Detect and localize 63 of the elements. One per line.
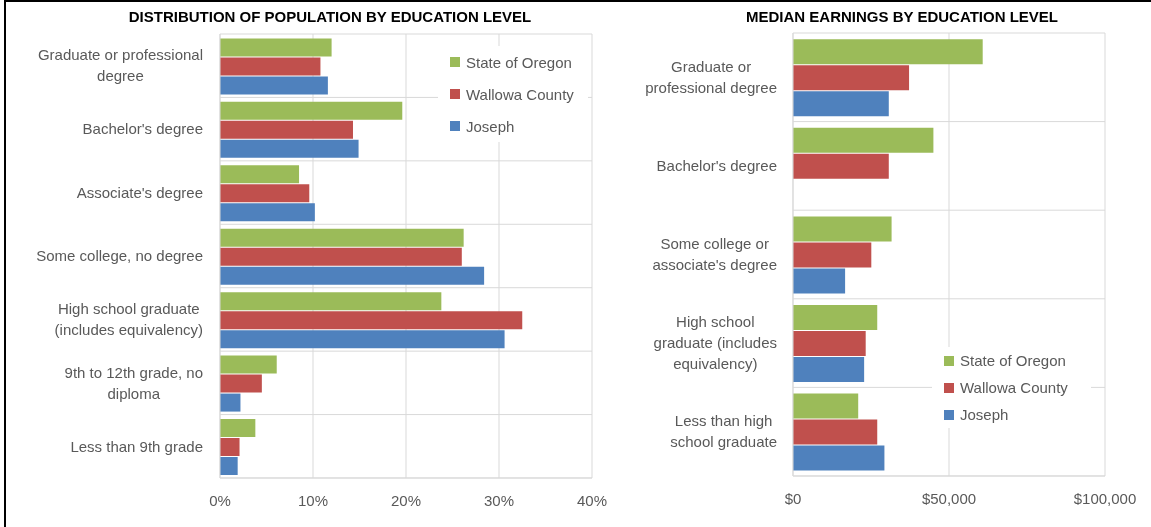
legend-label: Wallowa County — [466, 85, 574, 103]
bar — [220, 266, 485, 285]
x-tick-label: 0% — [209, 491, 231, 509]
legend-label: State of Oregon — [466, 53, 572, 71]
bar — [220, 438, 240, 457]
y-tick-label: 9th to 12th grade, no diploma — [64, 363, 204, 402]
bar — [220, 203, 315, 222]
bar — [793, 216, 892, 242]
x-tick-label: 20% — [390, 491, 422, 509]
bar — [793, 242, 872, 268]
bar — [220, 120, 353, 139]
bar — [220, 419, 256, 438]
x-tick-label: 30% — [483, 491, 515, 509]
bar — [220, 76, 328, 95]
y-tick-label: Some college, no degree — [36, 247, 203, 265]
legend-label: State of Oregon — [960, 352, 1066, 369]
y-tick-label: Some college or associate's degree — [652, 235, 777, 274]
y-tick-label: High school graduate (includes equivalency) — [54, 300, 204, 339]
bar — [793, 419, 878, 445]
bar — [793, 357, 865, 382]
bar — [220, 393, 241, 412]
bar — [220, 165, 300, 184]
bar — [793, 153, 889, 179]
x-tick-label: $100,000 — [1073, 489, 1137, 507]
bar — [793, 65, 910, 91]
bar — [793, 445, 885, 471]
y-tick-label: High school graduate (includes equivalency) — [653, 313, 777, 373]
bar — [793, 127, 934, 153]
y-tick-label: Graduate or professional degree — [37, 46, 204, 85]
chart-title: MEDIAN EARNINGS BY EDUCATION LEVEL — [746, 8, 1058, 26]
y-tick-label: Less than high school graduate — [670, 412, 777, 451]
y-tick-label: Bachelor's degree — [82, 120, 204, 138]
y-tick-label: Associate's degree — [76, 183, 204, 201]
bar — [793, 91, 889, 117]
y-tick-label: Less than 9th grade — [70, 437, 204, 455]
x-tick-label: $0 — [784, 489, 802, 507]
x-tick-label: 40% — [576, 491, 608, 509]
chart-title: DISTRIBUTION OF POPULATION BY EDUCATION LEVEL — [128, 8, 532, 26]
bar — [793, 393, 859, 419]
bar — [220, 355, 277, 374]
bar — [220, 38, 332, 57]
bar — [220, 311, 523, 330]
legend-label: Joseph — [466, 117, 515, 135]
bar — [220, 330, 505, 349]
legend-label: Joseph — [960, 406, 1009, 423]
bar — [793, 305, 878, 330]
bar — [793, 331, 866, 356]
bar — [220, 228, 464, 247]
bar — [220, 247, 462, 266]
bar — [220, 457, 238, 476]
bar — [793, 39, 983, 65]
bar — [220, 57, 321, 76]
legend-label: Wallowa County — [960, 379, 1068, 396]
bar — [220, 374, 262, 393]
y-tick-label: Bachelor's degree — [656, 157, 778, 175]
bar — [220, 184, 310, 203]
x-tick-label: 10% — [297, 491, 329, 509]
y-tick-label: Graduate or professional degree — [645, 58, 778, 97]
bar — [220, 101, 403, 120]
bar — [220, 139, 359, 158]
bar — [220, 292, 442, 311]
bar — [793, 268, 846, 294]
x-tick-label: $50,000 — [921, 489, 977, 507]
